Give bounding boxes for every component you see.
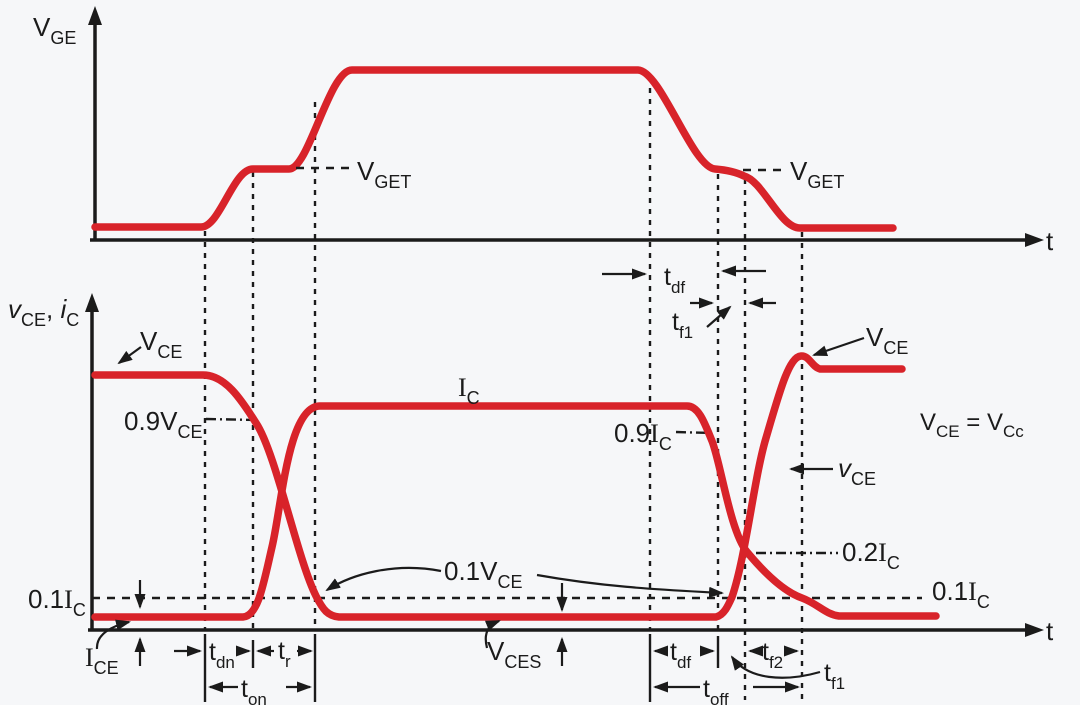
timing-annotations: tdn tr ton tdf tf2 tf1 toff	[174, 637, 845, 705]
vce-left-label: VCE	[140, 326, 182, 362]
vce-right-label: VCE	[866, 322, 908, 358]
i09c-level-dash	[675, 430, 713, 435]
bottom-y-axis-arrow-icon	[85, 293, 99, 312]
vce-right-pointer-arrow	[812, 336, 865, 357]
i01c-left-label: 0.1IC	[28, 584, 86, 620]
vge-axis-label: VGE	[33, 12, 76, 48]
vce-side-label: vCE	[838, 453, 876, 489]
tdn-label: tdn	[209, 638, 235, 672]
vget-left-label: VGET	[357, 156, 411, 192]
vce-equals-vcc-label: VCE = VCc	[920, 409, 1024, 441]
vce-waveform	[91, 352, 906, 621]
v09ce-level-dash	[205, 417, 259, 422]
guide-lines	[203, 88, 804, 702]
ice-pointer-arrow	[95, 619, 131, 650]
ton-label: ton	[241, 675, 267, 705]
tr-label: tr	[278, 637, 291, 671]
vge-waveform	[91, 66, 897, 232]
ic-waveform	[91, 402, 940, 621]
tf1-mid-pointer-arrow	[706, 305, 732, 328]
top-chart-vge: VGE t VGET VGET	[33, 6, 1054, 256]
tf2-label: tf2	[762, 638, 783, 672]
v01ce-pointer-arrow-left	[325, 566, 442, 592]
vce-left-pointer-arrow	[117, 346, 142, 365]
tdf-mid-label: tdf	[664, 263, 685, 297]
bottom-chart-vce-ic: vCE, iC t VCE 0.9VCE IC 0.9IC VCE VCE = …	[8, 293, 1054, 678]
tf1-mid-label: tf1	[672, 308, 693, 342]
top-y-axis-arrow-icon	[88, 6, 102, 25]
ic-label: IC	[458, 373, 480, 408]
vces-label: VCES	[487, 636, 541, 672]
v01ce-pointer-arrow-right	[536, 573, 724, 598]
i09c-label: 0.9IC	[614, 418, 672, 454]
tdf-bottom-label: tdf	[670, 638, 691, 672]
vget-right-label: VGET	[790, 156, 844, 192]
toff-label: toff	[703, 675, 729, 705]
tf1-bottom-pointer-arrow	[730, 655, 821, 679]
bottom-time-axis-label: t	[1046, 616, 1054, 646]
ice-label: ICE	[85, 643, 119, 678]
mid-annotations: tdf tf1	[602, 263, 776, 342]
i01c-right-label: 0.1IC	[932, 576, 990, 612]
v01ce-label: 0.1VCE	[444, 556, 523, 592]
bottom-x-axis-arrow-icon	[1025, 623, 1044, 637]
top-time-axis-label: t	[1046, 226, 1054, 256]
i02c-label: 0.2IC	[842, 537, 900, 573]
v09ce-label: 0.9VCE	[124, 406, 203, 442]
bottom-y-axis-label: vCE, iC	[8, 294, 79, 330]
top-x-axis-arrow-icon	[1025, 233, 1044, 247]
vces-pointer-arrow	[484, 619, 501, 649]
tf1-bottom-label: tf1	[824, 659, 845, 693]
